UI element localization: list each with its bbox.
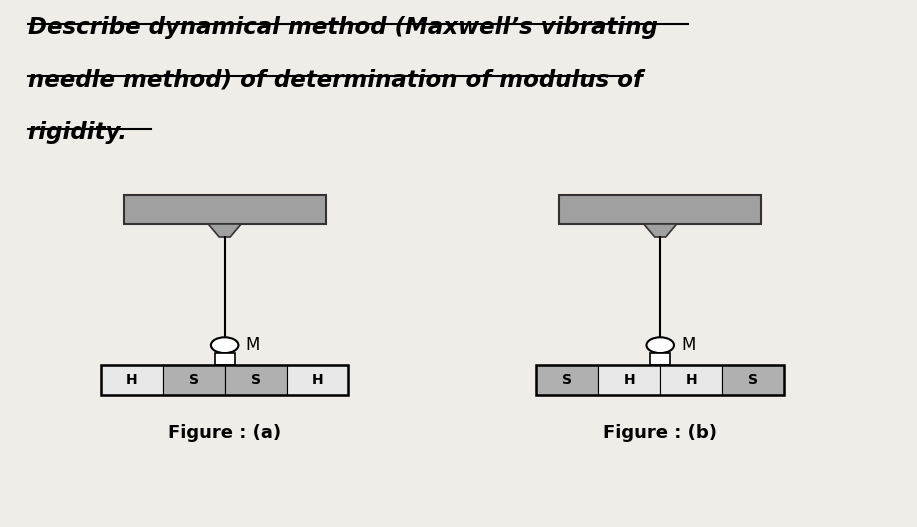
Text: Describe dynamical method (Maxwell’s vibrating: Describe dynamical method (Maxwell’s vib…	[28, 16, 657, 39]
Bar	[650, 353, 670, 365]
Text: M: M	[681, 336, 696, 354]
Text: S: S	[748, 373, 758, 387]
Text: S: S	[562, 373, 572, 387]
Text: Figure : (b): Figure : (b)	[603, 424, 717, 442]
Circle shape	[211, 337, 238, 353]
Bar	[124, 195, 326, 224]
Bar	[723, 365, 784, 395]
Bar	[559, 195, 761, 224]
Text: H: H	[685, 373, 697, 387]
Text: H: H	[624, 373, 635, 387]
Bar	[101, 365, 348, 395]
Text: S: S	[189, 373, 199, 387]
Text: Figure : (a): Figure : (a)	[168, 424, 282, 442]
Bar	[286, 365, 348, 395]
Text: H: H	[312, 373, 324, 387]
Text: needle method) of determination of modulus of: needle method) of determination of modul…	[28, 69, 643, 92]
Bar	[660, 365, 723, 395]
Text: rigidity.: rigidity.	[28, 121, 127, 144]
Bar	[215, 353, 235, 365]
Bar	[598, 365, 660, 395]
Bar	[225, 365, 286, 395]
Bar	[536, 365, 784, 395]
Circle shape	[646, 337, 674, 353]
Text: S: S	[250, 373, 260, 387]
Polygon shape	[208, 224, 241, 237]
Text: M: M	[246, 336, 260, 354]
Bar	[536, 365, 598, 395]
Text: H: H	[126, 373, 138, 387]
Bar	[101, 365, 163, 395]
Bar	[163, 365, 225, 395]
Polygon shape	[644, 224, 677, 237]
